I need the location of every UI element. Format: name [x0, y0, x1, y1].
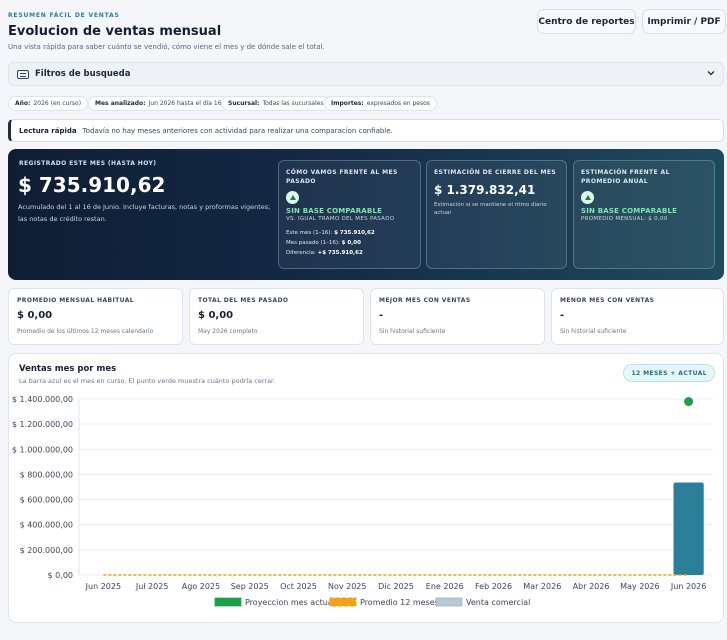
hero-label: REGISTRADO ESTE MES (HASTA HOY) [19, 160, 157, 167]
metric-card-monthly-average: PROMEDIO MENSUAL HABITUAL $ 0,00 Promedio … [8, 288, 183, 345]
trend-up-icon [286, 191, 299, 204]
metric-card-worst-month: MENOR MES CON VENTAS - Sin historial sufic… [551, 288, 724, 345]
y-tick-label: $ 1.400.000,00 [12, 395, 73, 404]
y-tick-label: $ 1.200.000,00 [12, 420, 73, 429]
y-tick-label: $ 200.000,00 [20, 546, 73, 555]
legend-label: Venta comercial [466, 598, 530, 607]
filter-icon [17, 69, 29, 79]
y-tick-label: $ 0,00 [48, 571, 73, 580]
hero-amount: $ 735.910,62 [18, 173, 166, 197]
notice-title: Lectura rápida [19, 126, 77, 135]
chip-amounts: Importes: expresados en pesos [324, 96, 437, 111]
comparison-status: SIN BASE COMPARABLE [286, 207, 383, 215]
hero-description: Acumulado del 1 al 16 de Junio. Incluye … [18, 203, 271, 223]
page-subtitle: Una vista rápida para saber cuánto se ve… [8, 43, 325, 51]
close-estimate-value: $ 1.379.832,41 [434, 183, 536, 197]
monthly-sales-chart-card: Ventas mes por mes La barra azul es el m… [8, 353, 724, 623]
x-tick-label: Oct 2025 [280, 582, 317, 591]
x-tick-label: Feb 2026 [475, 582, 512, 591]
reports-center-button[interactable]: Centro de reportes [537, 9, 636, 34]
vs-last-month-card: CÓMO VAMOS FRENTE AL MES PASADO SIN BASE… [278, 160, 421, 269]
x-tick-label: Sep 2025 [231, 582, 269, 591]
x-tick-label: Abr 2026 [573, 582, 610, 591]
chip-branch: Sucursal: Todas las sucursales [221, 96, 331, 111]
legend-swatch [435, 597, 463, 607]
y-tick-label: $ 800.000,00 [20, 470, 73, 479]
metric-card-best-month: MEJOR MES CON VENTAS - Sin historial sufic… [370, 288, 545, 345]
x-tick-label: May 2026 [620, 582, 659, 591]
x-tick-label: Mar 2026 [523, 582, 561, 591]
chevron-down-icon [707, 71, 715, 76]
chip-month: Mes analizado: Jun 2026 hasta el día 16 [88, 96, 229, 111]
print-pdf-button[interactable]: Imprimir / PDF [642, 9, 726, 34]
search-filters-toggle[interactable]: Filtros de busqueda [8, 62, 724, 86]
bar-Jun 2026 [673, 482, 704, 575]
page-eyebrow: RESUMEN FÁCIL DE VENTAS [8, 12, 120, 19]
x-tick-label: Jul 2025 [135, 582, 169, 591]
y-tick-label: $ 400.000,00 [20, 521, 73, 530]
monthly-sales-chart: $ 0,00 $ 200.000,00 $ 400.000,00 $ 600.000,… [12, 395, 713, 607]
page-title: Evolucion de ventas mensual [8, 24, 222, 39]
x-tick-label: Dic 2025 [378, 582, 414, 591]
trend-up-icon [581, 191, 594, 204]
metric-card-last-month: TOTAL DEL MES PASADO $ 0,00 May 2026 compl… [189, 288, 364, 345]
x-tick-label: Ago 2025 [182, 582, 220, 591]
quick-reading-notice: Lectura rápida Todavía no hay meses anter… [8, 119, 724, 142]
current-month-panel: REGISTRADO ESTE MES (HASTA HOY) $ 735.91… [8, 149, 724, 280]
month-close-estimate-card: ESTIMACIÓN DE CIERRE DEL MES $ 1.379.832… [426, 160, 567, 269]
y-tick-label: $ 1.000.000,00 [12, 445, 73, 454]
legend-swatch [329, 597, 357, 607]
range-pill[interactable]: 12 MESES + ACTUAL [623, 364, 715, 382]
x-tick-label: Ene 2026 [426, 582, 464, 591]
x-tick-label: Jun 2025 [85, 582, 121, 591]
annual-average-estimate-card: ESTIMACIÓN FRENTE AL PROMEDIO ANUAL SIN … [573, 160, 715, 269]
chart-subtitle: La barra azul es el mes en curso. El pun… [19, 377, 276, 385]
chip-year: Año: 2026 (en curso) [8, 96, 89, 111]
x-tick-label: Jun 2026 [670, 582, 706, 591]
notice-text: Todavía no hay meses anteriores con acti… [82, 126, 393, 135]
projection-point [684, 397, 694, 407]
legend-swatch [214, 597, 242, 607]
legend-label: Promedio 12 meses [360, 598, 439, 607]
y-tick-label: $ 600.000,00 [20, 496, 73, 505]
filters-label: Filtros de busqueda [35, 69, 131, 79]
chart-title: Ventas mes por mes [19, 364, 117, 374]
x-tick-label: Nov 2025 [328, 582, 367, 591]
legend-label: Proyeccion mes actual [245, 598, 335, 607]
